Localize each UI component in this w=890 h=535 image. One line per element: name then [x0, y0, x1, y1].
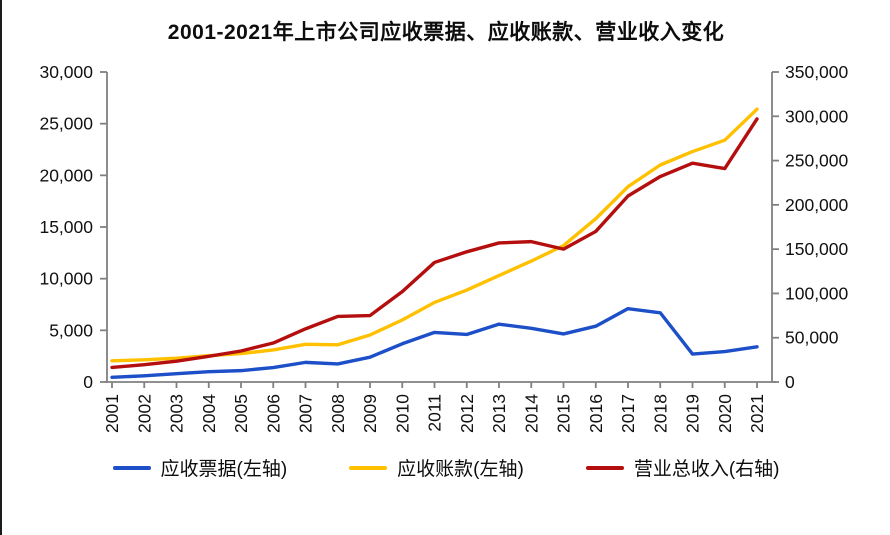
x-axis-label: 2004 [199, 394, 219, 433]
x-axis-label: 2015 [554, 394, 574, 433]
y-axis-right-label: 150,000 [785, 239, 849, 259]
y-axis-right-label: 300,000 [785, 106, 849, 126]
x-axis-label: 2021 [747, 394, 767, 433]
x-axis-label: 2019 [683, 394, 703, 433]
x-axis-label: 2003 [167, 394, 187, 433]
y-axis-left-label: 20,000 [39, 165, 93, 185]
line-chart: 0 5,000 10,000 15,000 20,000 25,000 30,000 0 50,… [39, 62, 849, 433]
y-axis-right-label: 0 [785, 372, 795, 392]
legend-label: 应收账款(左轴) [397, 459, 524, 480]
y-axis-left-label: 25,000 [39, 114, 93, 134]
y-axis-right-label: 350,000 [785, 62, 849, 82]
x-axis-label: 2002 [134, 394, 154, 433]
x-axis-label: 2014 [521, 394, 541, 433]
legend-item-0: 应收票据(左轴) [112, 454, 288, 481]
chart-title: 2001-2021年上市公司应收票据、应收账款、营业收入变化 [167, 21, 725, 44]
series-line-0 [110, 306, 759, 380]
x-axis-label: 2008 [328, 394, 348, 433]
chart-legend: 应收票据(左轴) 应收账款(左轴) 营业总收入(右轴) [2, 454, 890, 481]
x-axis-label: 2009 [360, 394, 380, 433]
y-axis-left-label: 0 [83, 372, 93, 392]
y-axis-left-label: 10,000 [39, 269, 93, 289]
x-axis-label: 2005 [231, 394, 251, 433]
x-axis-label: 2012 [457, 394, 477, 433]
y-axis-right-label: 200,000 [785, 195, 849, 215]
y-axis-left-label: 15,000 [39, 217, 93, 237]
legend-item-2: 营业总收入(右轴) [585, 454, 780, 481]
legend-label: 应收票据(左轴) [160, 459, 288, 480]
x-axis-label: 2018 [650, 394, 670, 433]
legend-swatch-icon [112, 465, 151, 470]
x-axis-label: 2010 [392, 394, 412, 433]
legend-swatch-icon [349, 465, 388, 470]
x-axis-label: 2001 [102, 394, 122, 433]
y-axis-left-label: 5,000 [49, 320, 93, 340]
y-axis-left-label: 30,000 [39, 62, 93, 82]
x-axis-label: 2017 [618, 394, 638, 433]
x-axis-label: 2007 [296, 394, 316, 433]
series-line-2 [110, 117, 759, 370]
legend-label: 营业总收入(右轴) [633, 459, 780, 480]
y-axis-right-label: 100,000 [785, 283, 849, 303]
legend-item-1: 应收账款(左轴) [349, 454, 524, 481]
y-axis-right-label: 250,000 [785, 151, 849, 171]
legend-swatch-icon [585, 465, 624, 470]
x-axis-label: 2006 [263, 394, 283, 433]
x-axis-label: 2011 [425, 394, 445, 432]
y-axis-right-label: 50,000 [785, 328, 839, 348]
x-axis-label: 2020 [715, 394, 735, 433]
chart-area: 0 5,000 10,000 15,000 20,000 25,000 30,000 0 50,… [2, 46, 890, 446]
x-axis-label: 2016 [586, 394, 606, 433]
x-axis-label: 2013 [489, 394, 509, 433]
series-line-1 [110, 107, 759, 363]
